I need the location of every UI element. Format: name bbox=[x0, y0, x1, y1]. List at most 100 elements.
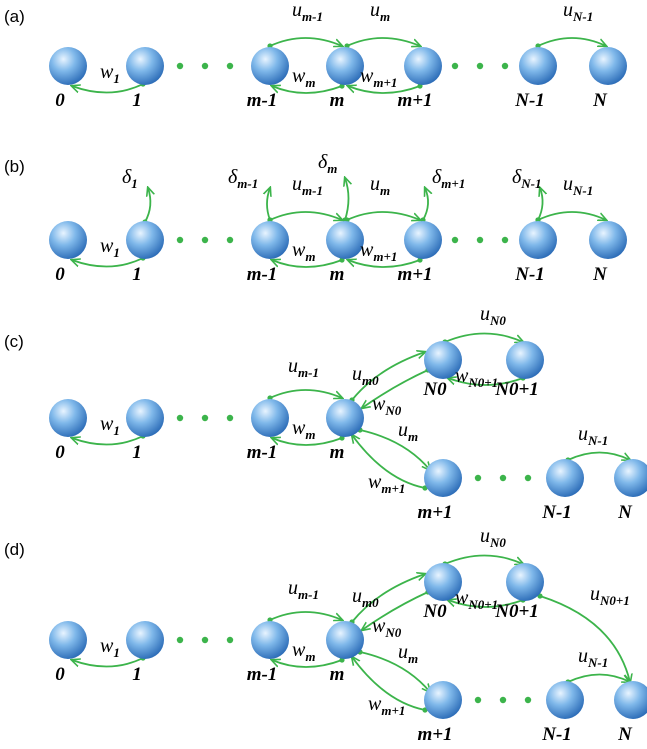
ellipsis-dot bbox=[477, 237, 483, 243]
rate-subscript: N-1 bbox=[572, 9, 593, 24]
rate-label: uN0 bbox=[480, 303, 506, 328]
rate-symbol: u bbox=[288, 355, 298, 377]
ellipsis-dot bbox=[477, 63, 483, 69]
node-label: m-1 bbox=[247, 264, 278, 285]
node-label: m+1 bbox=[397, 90, 432, 111]
rate-label: uN0 bbox=[480, 525, 506, 550]
ellipsis-dot bbox=[502, 237, 508, 243]
node bbox=[519, 221, 557, 259]
ellipsis-dot bbox=[525, 697, 531, 703]
node-label: N0+1 bbox=[494, 601, 539, 622]
ellipsis-dot bbox=[500, 697, 506, 703]
node-label: N0 bbox=[422, 379, 447, 400]
node-label: N-1 bbox=[541, 724, 572, 745]
rate-symbol: w bbox=[292, 417, 306, 439]
rate-label: um-1 bbox=[292, 0, 323, 24]
rate-label: wm bbox=[292, 239, 315, 264]
ellipsis-dot bbox=[227, 63, 233, 69]
node bbox=[589, 221, 627, 259]
rate-subscript: N0+1 bbox=[599, 593, 630, 608]
rate-label: δ1 bbox=[122, 166, 138, 191]
rate-label: δm bbox=[318, 151, 337, 176]
rate-subscript: m+1 bbox=[381, 481, 405, 496]
node bbox=[424, 459, 462, 497]
rate-label: wm bbox=[292, 65, 315, 90]
node bbox=[49, 47, 87, 85]
node bbox=[404, 221, 442, 259]
node-label: 1 bbox=[132, 264, 142, 285]
arrow bbox=[270, 212, 342, 220]
node bbox=[326, 221, 364, 259]
rate-subscript: N0 bbox=[384, 625, 401, 640]
rate-label: w1 bbox=[100, 235, 120, 260]
arrow bbox=[423, 188, 428, 220]
rate-subscript: 1 bbox=[113, 71, 120, 86]
rate-label: uN-1 bbox=[578, 645, 608, 670]
arrow bbox=[347, 212, 420, 220]
node-label: m bbox=[330, 90, 345, 111]
rate-subscript: N-1 bbox=[572, 183, 593, 198]
rate-subscript: N0 bbox=[489, 313, 506, 328]
rate-symbol: w bbox=[100, 413, 114, 435]
rate-label: w1 bbox=[100, 61, 120, 86]
rate-subscript: m bbox=[305, 75, 315, 90]
node-label: N bbox=[592, 90, 608, 111]
rate-label: δm-1 bbox=[228, 166, 258, 191]
rate-symbol: u bbox=[578, 645, 588, 667]
ellipsis-dot bbox=[525, 475, 531, 481]
node-label: m bbox=[330, 442, 345, 463]
rate-subscript: m bbox=[327, 161, 337, 176]
arrow bbox=[347, 38, 420, 46]
rate-symbol: w bbox=[360, 65, 374, 87]
rate-subscript: m bbox=[305, 249, 315, 264]
node-label: m-1 bbox=[247, 442, 278, 463]
rate-subscript: m0 bbox=[362, 595, 379, 610]
node-label: 1 bbox=[132, 442, 142, 463]
arrow bbox=[345, 178, 349, 220]
rate-symbol: u bbox=[578, 423, 588, 445]
rate-label: wm bbox=[292, 639, 315, 664]
node bbox=[326, 399, 364, 437]
panel-label: (d) bbox=[4, 540, 25, 559]
ellipsis-dot bbox=[502, 63, 508, 69]
node bbox=[49, 221, 87, 259]
rate-label: wm+1 bbox=[368, 471, 405, 496]
rate-label: uN0+1 bbox=[590, 583, 630, 608]
rate-label: um0 bbox=[352, 363, 379, 388]
node bbox=[326, 621, 364, 659]
node-label: m-1 bbox=[247, 90, 278, 111]
rate-symbol: u bbox=[370, 173, 380, 195]
ellipsis-dot bbox=[475, 697, 481, 703]
rate-subscript: N-1 bbox=[587, 655, 608, 670]
node-label: N-1 bbox=[514, 90, 545, 111]
node bbox=[126, 399, 164, 437]
rate-label: wN0 bbox=[372, 393, 402, 418]
rate-symbol: w bbox=[360, 239, 374, 261]
node-label: m+1 bbox=[397, 264, 432, 285]
rate-symbol: u bbox=[370, 0, 380, 21]
node bbox=[404, 47, 442, 85]
panel-label: (b) bbox=[4, 157, 25, 176]
rate-symbol: w bbox=[292, 239, 306, 261]
node bbox=[49, 621, 87, 659]
rate-subscript: N0+1 bbox=[467, 597, 498, 612]
rate-label: wN0+1 bbox=[455, 587, 498, 612]
node bbox=[126, 47, 164, 85]
node-label: m bbox=[330, 664, 345, 685]
rate-label: δN-1 bbox=[512, 166, 542, 191]
rate-subscript: N0 bbox=[489, 535, 506, 550]
rate-label: wN0+1 bbox=[455, 365, 498, 390]
rate-symbol: w bbox=[368, 471, 382, 493]
node bbox=[251, 399, 289, 437]
rate-label: um bbox=[370, 173, 390, 198]
node-label: N bbox=[592, 264, 608, 285]
rate-label: δm+1 bbox=[432, 166, 465, 191]
ellipsis-dot bbox=[227, 237, 233, 243]
ellipsis-dot bbox=[202, 637, 208, 643]
rate-symbol: w bbox=[368, 693, 382, 715]
ellipsis-dot bbox=[177, 237, 183, 243]
rate-subscript: m+1 bbox=[373, 75, 397, 90]
rate-label: um-1 bbox=[288, 355, 319, 380]
rate-label: wm+1 bbox=[368, 693, 405, 718]
ellipsis-dot bbox=[452, 237, 458, 243]
